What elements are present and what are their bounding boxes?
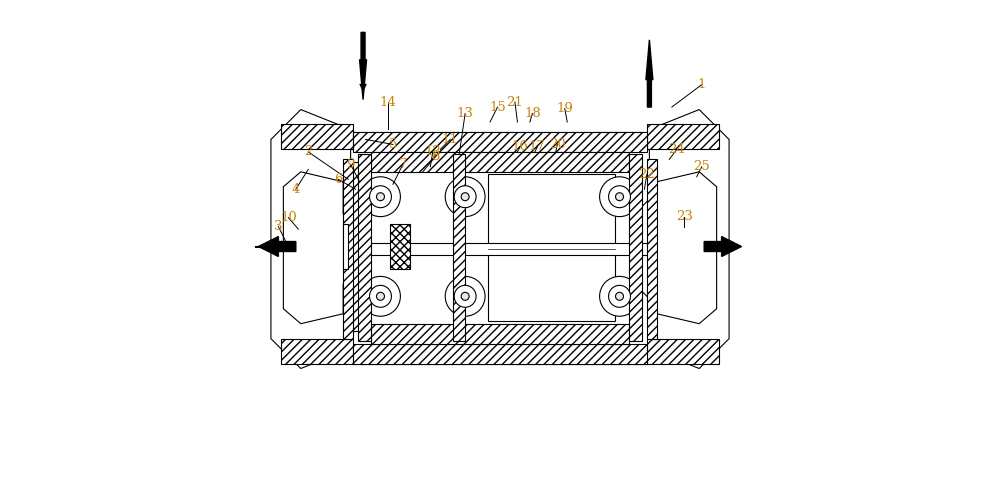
Polygon shape: [271, 110, 361, 369]
Text: 4: 4: [292, 183, 300, 196]
Text: 3: 3: [274, 220, 283, 233]
Bar: [647, 159, 657, 339]
Circle shape: [609, 186, 630, 208]
Bar: [371, 324, 629, 344]
Text: 12: 12: [424, 145, 441, 158]
Circle shape: [370, 285, 391, 307]
Text: 13: 13: [457, 107, 474, 120]
Circle shape: [600, 177, 639, 217]
Polygon shape: [646, 40, 653, 107]
Text: 14: 14: [380, 96, 396, 109]
Text: 10: 10: [280, 211, 297, 224]
Text: 5: 5: [389, 138, 397, 151]
Polygon shape: [258, 237, 296, 256]
Text: 18: 18: [524, 107, 541, 120]
Circle shape: [454, 186, 476, 208]
Circle shape: [600, 276, 639, 316]
Bar: [343, 224, 348, 269]
Bar: [281, 339, 353, 364]
Bar: [629, 154, 642, 341]
Polygon shape: [704, 237, 742, 256]
Circle shape: [376, 292, 384, 300]
Bar: [390, 224, 410, 269]
Bar: [353, 344, 647, 364]
Text: 22: 22: [639, 168, 655, 181]
Text: 16: 16: [511, 140, 528, 153]
Polygon shape: [652, 172, 717, 324]
Bar: [348, 162, 361, 331]
Bar: [488, 174, 615, 321]
Circle shape: [376, 193, 384, 201]
Circle shape: [461, 292, 469, 300]
Text: 11: 11: [442, 133, 459, 146]
Circle shape: [616, 292, 624, 300]
Circle shape: [445, 276, 485, 316]
Polygon shape: [639, 110, 729, 369]
Text: 25: 25: [693, 160, 710, 173]
Text: 9: 9: [346, 158, 355, 171]
Text: 8: 8: [431, 150, 439, 163]
Text: 2: 2: [304, 145, 312, 158]
Text: 19: 19: [556, 102, 573, 115]
Text: 24: 24: [668, 143, 685, 156]
Bar: [647, 339, 719, 364]
Circle shape: [461, 193, 469, 201]
Text: 6: 6: [334, 173, 342, 186]
Bar: [371, 152, 629, 172]
Bar: [343, 159, 353, 339]
Text: 7: 7: [399, 158, 407, 171]
Circle shape: [361, 177, 400, 217]
Bar: [353, 132, 647, 152]
Text: 23: 23: [676, 210, 693, 223]
Circle shape: [616, 193, 624, 201]
Text: 21: 21: [507, 96, 523, 109]
Bar: [281, 124, 353, 149]
Text: 20: 20: [549, 138, 566, 151]
Circle shape: [370, 186, 391, 208]
Bar: [358, 154, 371, 341]
Text: 1: 1: [698, 78, 706, 91]
Bar: [348, 243, 652, 255]
Bar: [647, 124, 719, 149]
Circle shape: [445, 177, 485, 217]
Circle shape: [454, 285, 476, 307]
Circle shape: [609, 285, 630, 307]
Text: 17: 17: [529, 140, 546, 153]
Polygon shape: [283, 172, 348, 324]
Text: 15: 15: [489, 101, 506, 114]
Polygon shape: [360, 32, 367, 100]
Circle shape: [361, 276, 400, 316]
Bar: [453, 154, 465, 341]
